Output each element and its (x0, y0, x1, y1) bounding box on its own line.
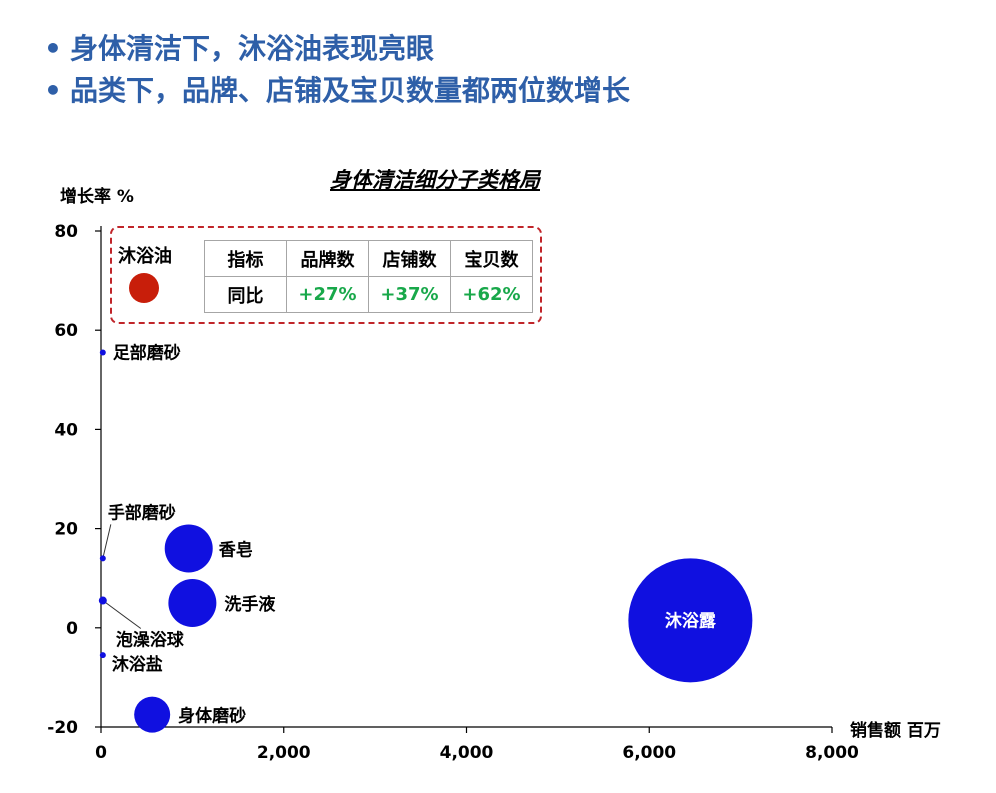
y-tick-label: -20 (47, 718, 78, 738)
bubble (99, 555, 106, 562)
highlight-label: 沐浴油 (118, 246, 172, 267)
highlight-callout: 沐浴油 指标 品牌数 店铺数 宝贝数 同比 +27% +37% +62% (110, 226, 542, 324)
table-header-cell: 宝贝数 (450, 240, 533, 277)
chart-title: 身体清洁细分子类格局 (330, 168, 540, 192)
bubble-label: 泡澡浴球 (116, 630, 185, 651)
bubble-label: 洗手液 (224, 594, 275, 615)
bubble (99, 652, 106, 659)
table-header-row: 指标 品牌数 店铺数 宝贝数 (204, 240, 533, 277)
bubble (628, 558, 753, 683)
x-tick-label: 4,000 (440, 743, 494, 763)
leader-line (102, 600, 142, 629)
table-header-cell: 品牌数 (286, 240, 369, 277)
bullet-text: 品类下，品牌、店铺及宝贝数量都两位数增长 (70, 74, 631, 107)
bullet-item: • 品类下，品牌、店铺及宝贝数量都两位数增长 (44, 74, 631, 107)
x-axis-label: 销售额 百万 (850, 721, 941, 741)
leader-line (102, 524, 112, 559)
y-tick-label: 80 (54, 222, 78, 242)
y-tick-label: 60 (54, 321, 78, 341)
table-header-cell: 指标 (204, 240, 287, 277)
table-header-cell: 店铺数 (368, 240, 451, 277)
bubble (99, 349, 106, 356)
bubble-label: 香皂 (219, 539, 253, 560)
table-cell: +37% (368, 276, 451, 313)
y-tick-label: 0 (66, 619, 78, 639)
x-tick-label: 8,000 (805, 743, 859, 763)
y-tick-label: 20 (54, 520, 78, 540)
bubble (134, 696, 171, 733)
bubble-label: 沐浴盐 (112, 654, 163, 675)
growth-table: 指标 品牌数 店铺数 宝贝数 同比 +27% +37% +62% (204, 240, 533, 313)
bubble (164, 524, 213, 573)
y-tick-label: 40 (54, 420, 78, 440)
x-tick-label: 6,000 (622, 743, 676, 763)
table-cell: +62% (450, 276, 533, 313)
x-tick-label: 0 (95, 743, 107, 763)
highlight-bubble (129, 273, 159, 303)
bullet-item: • 身体清洁下，沐浴油表现亮眼 (44, 32, 435, 65)
table-cell: 同比 (204, 276, 287, 313)
y-axis-label: 增长率 % (60, 187, 134, 207)
bubble (98, 596, 107, 605)
bubble-label: 足部磨砂 (113, 343, 181, 364)
table-row: 同比 +27% +37% +62% (204, 276, 533, 313)
bullet-text: 身体清洁下，沐浴油表现亮眼 (70, 32, 435, 65)
table-cell: +27% (286, 276, 369, 313)
bubble (168, 579, 217, 627)
x-tick-label: 2,000 (257, 743, 311, 763)
bubble-label: 沐浴露 (665, 610, 717, 631)
bubble-label: 身体磨砂 (178, 706, 246, 727)
bubble-label: 手部磨砂 (108, 502, 176, 523)
bullet-list: • 身体清洁下，沐浴油表现亮眼 • 品类下，品牌、店铺及宝贝数量都两位数增长 (44, 28, 630, 112)
